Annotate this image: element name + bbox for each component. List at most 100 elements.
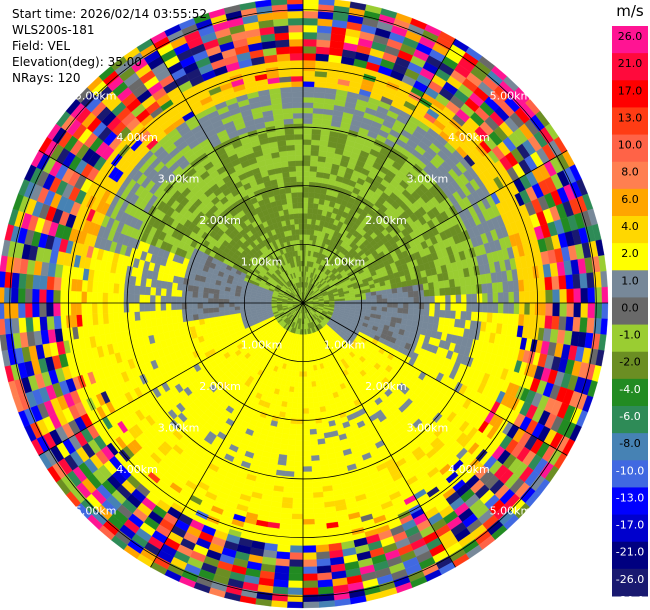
- velocity-gate: [401, 286, 409, 293]
- velocity-gate: [422, 283, 430, 291]
- velocity-gate: [60, 302, 66, 316]
- velocity-gate: [413, 296, 420, 304]
- velocity-gate: [302, 439, 311, 446]
- velocity-gate: [502, 313, 509, 325]
- velocity-gate: [310, 149, 320, 157]
- velocity-gate: [314, 187, 322, 194]
- velocity-gate: [302, 513, 315, 520]
- velocity-gate: [302, 366, 307, 372]
- velocity-gate: [316, 39, 331, 48]
- velocity-gate: [75, 290, 82, 304]
- velocity-gate: [302, 207, 309, 214]
- velocity-gate: [176, 315, 184, 323]
- velocity-gate: [551, 275, 560, 291]
- velocity-gate: [471, 293, 478, 304]
- velocity-gate: [376, 298, 383, 304]
- velocity-gate: [381, 298, 388, 304]
- velocity-gate: [289, 559, 304, 568]
- velocity-gate: [302, 429, 311, 436]
- velocity-gate: [307, 397, 314, 404]
- velocity-gate: [476, 302, 483, 313]
- velocity-gate: [302, 403, 309, 409]
- velocity-gate: [302, 408, 309, 415]
- velocity-gate: [313, 407, 321, 414]
- velocity-gate: [282, 491, 294, 499]
- velocity-gate: [123, 293, 130, 304]
- velocity-gate: [207, 307, 214, 314]
- velocity-gate: [316, 565, 332, 574]
- velocity-gate: [306, 365, 311, 372]
- velocity-gate: [460, 311, 467, 321]
- velocity-gate: [302, 466, 312, 473]
- velocity-gate: [75, 302, 82, 316]
- velocity-gate: [298, 371, 304, 378]
- velocity-gate: [91, 313, 99, 326]
- velocity-gate: [302, 566, 318, 575]
- velocity-gate: [118, 312, 125, 323]
- velocity-gate: [408, 302, 415, 309]
- velocity-gate: [313, 97, 325, 104]
- velocity-gate: [302, 445, 311, 451]
- velocity-gate: [289, 428, 297, 435]
- velocity-gate: [580, 287, 589, 304]
- velocity-gate: [366, 302, 372, 307]
- velocity-gate: [455, 294, 462, 304]
- velocity-gate: [223, 298, 230, 304]
- velocity-gate: [314, 518, 327, 525]
- velocity-gate: [287, 396, 294, 403]
- velocity-gate: [10, 302, 19, 319]
- velocity-gate: [302, 450, 312, 457]
- velocity-gate: [107, 292, 114, 304]
- velocity-gate: [186, 302, 193, 310]
- velocity-gate: [302, 96, 314, 103]
- velocity-gate: [317, 25, 333, 34]
- velocity-gate: [293, 476, 304, 483]
- velocity-gate: [302, 545, 317, 554]
- velocity-gate: [397, 302, 404, 309]
- velocity-gate: [572, 317, 581, 333]
- velocity-gate: [302, 518, 315, 525]
- velocity-gate: [275, 551, 291, 560]
- velocity-gate: [302, 471, 313, 478]
- velocity-gate: [270, 600, 288, 608]
- velocity-gate: [439, 310, 446, 319]
- velocity-gate: [580, 302, 589, 319]
- velocity-gate: [285, 460, 295, 467]
- velocity-gate: [305, 355, 310, 362]
- velocity-gate: [439, 302, 446, 311]
- velocity-gate: [288, 434, 297, 441]
- velocity-gate: [397, 292, 404, 299]
- velocity-gate: [280, 512, 293, 520]
- velocity-gate: [311, 123, 322, 130]
- velocity-gate: [370, 291, 377, 296]
- velocity-gate: [45, 289, 54, 304]
- velocity-gate: [283, 481, 294, 488]
- velocity-gate: [315, 422, 323, 430]
- velocity-gate: [197, 297, 203, 304]
- velocity-gate: [282, 486, 294, 493]
- velocity-gate: [286, 401, 293, 409]
- velocity-gate: [302, 250, 306, 256]
- velocity-gate: [294, 450, 304, 457]
- velocity-gate: [295, 445, 304, 451]
- velocity-gate: [413, 290, 420, 298]
- velocity-gate: [38, 302, 47, 317]
- velocity-gate: [296, 424, 304, 430]
- velocity-gate: [292, 503, 304, 510]
- velocity-gate: [466, 294, 473, 304]
- velocity-gate: [295, 434, 304, 441]
- velocity-gate: [302, 38, 317, 47]
- velocity-gate: [302, 70, 316, 77]
- velocity-gate: [287, 580, 304, 589]
- velocity-gate: [445, 302, 451, 311]
- velocity-gate: [191, 302, 198, 309]
- velocity-gate: [284, 470, 295, 478]
- velocity-gate: [308, 407, 315, 414]
- velocity-gate: [310, 455, 320, 462]
- velocity-gate: [524, 302, 531, 316]
- velocity-gate: [53, 315, 62, 330]
- velocity-gate: [558, 275, 567, 290]
- velocity-gate: [317, 18, 333, 27]
- velocity-gate: [396, 312, 403, 319]
- velocity-gate: [497, 313, 504, 325]
